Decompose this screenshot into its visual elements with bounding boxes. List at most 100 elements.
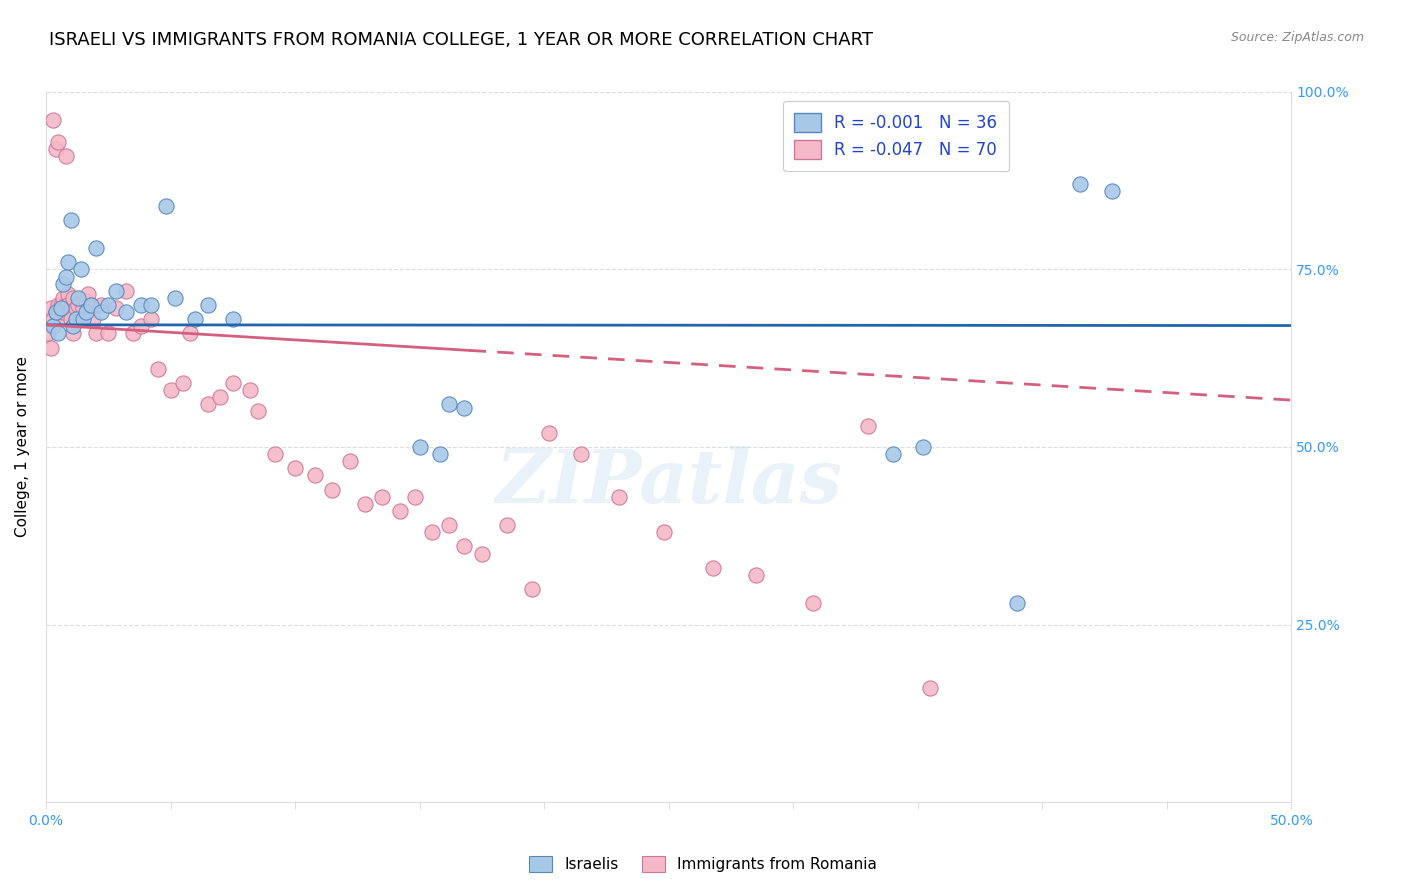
Point	[37, 326, 59, 341]
Point	[179, 326, 201, 341]
Point	[520, 582, 543, 596]
Point	[538, 425, 561, 440]
Point	[42, 312, 65, 326]
Point	[48, 135, 70, 149]
Point	[55, 298, 77, 312]
Point	[453, 401, 475, 415]
Point	[159, 383, 181, 397]
Point	[90, 298, 112, 312]
Point	[371, 490, 394, 504]
Point	[45, 305, 67, 319]
Point	[59, 312, 82, 326]
Point	[197, 397, 219, 411]
Legend: Israelis, Immigrants from Romania: Israelis, Immigrants from Romania	[522, 848, 884, 880]
Point	[82, 312, 104, 326]
Point	[139, 312, 162, 326]
Point	[48, 326, 70, 341]
Point	[62, 326, 84, 341]
Point	[197, 298, 219, 312]
Point	[52, 305, 75, 319]
Point	[209, 390, 232, 404]
Point	[58, 298, 80, 312]
Point	[122, 326, 145, 341]
Point	[495, 518, 517, 533]
Point	[84, 326, 107, 341]
Text: ZIPatlas: ZIPatlas	[495, 446, 842, 519]
Point	[1007, 596, 1029, 610]
Point	[114, 305, 136, 319]
Point	[1069, 177, 1091, 191]
Point	[388, 504, 411, 518]
Point	[39, 341, 62, 355]
Point	[429, 447, 451, 461]
Point	[439, 397, 461, 411]
Point	[49, 298, 72, 312]
Point	[129, 319, 152, 334]
Point	[55, 269, 77, 284]
Point	[65, 312, 87, 326]
Point	[104, 301, 127, 316]
Point	[911, 440, 934, 454]
Point	[155, 198, 177, 212]
Point	[97, 326, 120, 341]
Point	[39, 301, 62, 316]
Point	[52, 277, 75, 291]
Point	[165, 291, 187, 305]
Point	[59, 212, 82, 227]
Point	[146, 362, 169, 376]
Point	[129, 298, 152, 312]
Y-axis label: College, 1 year or more: College, 1 year or more	[15, 357, 30, 538]
Point	[65, 301, 87, 316]
Point	[1101, 184, 1123, 198]
Point	[114, 284, 136, 298]
Point	[284, 461, 307, 475]
Point	[45, 142, 67, 156]
Point	[239, 383, 262, 397]
Point	[69, 262, 91, 277]
Point	[80, 298, 103, 312]
Point	[90, 305, 112, 319]
Point	[801, 596, 824, 610]
Point	[264, 447, 287, 461]
Point	[62, 291, 84, 305]
Point	[72, 301, 94, 316]
Point	[222, 376, 245, 390]
Point	[104, 284, 127, 298]
Point	[62, 319, 84, 334]
Point	[52, 291, 75, 305]
Point	[172, 376, 194, 390]
Point	[702, 560, 724, 574]
Point	[67, 298, 90, 312]
Text: ISRAELI VS IMMIGRANTS FROM ROMANIA COLLEGE, 1 YEAR OR MORE CORRELATION CHART: ISRAELI VS IMMIGRANTS FROM ROMANIA COLLE…	[49, 31, 873, 49]
Point	[304, 468, 326, 483]
Point	[139, 298, 162, 312]
Point	[49, 312, 72, 326]
Point	[856, 418, 879, 433]
Point	[42, 319, 65, 334]
Point	[58, 255, 80, 269]
Point	[571, 447, 593, 461]
Point	[920, 681, 942, 696]
Point	[471, 547, 494, 561]
Point	[75, 305, 97, 319]
Point	[80, 298, 103, 312]
Text: Source: ZipAtlas.com: Source: ZipAtlas.com	[1230, 31, 1364, 45]
Point	[439, 518, 461, 533]
Point	[67, 291, 90, 305]
Point	[45, 305, 67, 319]
Point	[48, 298, 70, 312]
Point	[353, 497, 375, 511]
Point	[652, 525, 675, 540]
Point	[404, 490, 426, 504]
Point	[42, 113, 65, 128]
Point	[75, 294, 97, 309]
Point	[339, 454, 361, 468]
Point	[49, 301, 72, 316]
Point	[84, 241, 107, 255]
Point	[72, 312, 94, 326]
Point	[408, 440, 430, 454]
Point	[246, 404, 269, 418]
Point	[222, 312, 245, 326]
Point	[420, 525, 443, 540]
Point	[607, 490, 630, 504]
